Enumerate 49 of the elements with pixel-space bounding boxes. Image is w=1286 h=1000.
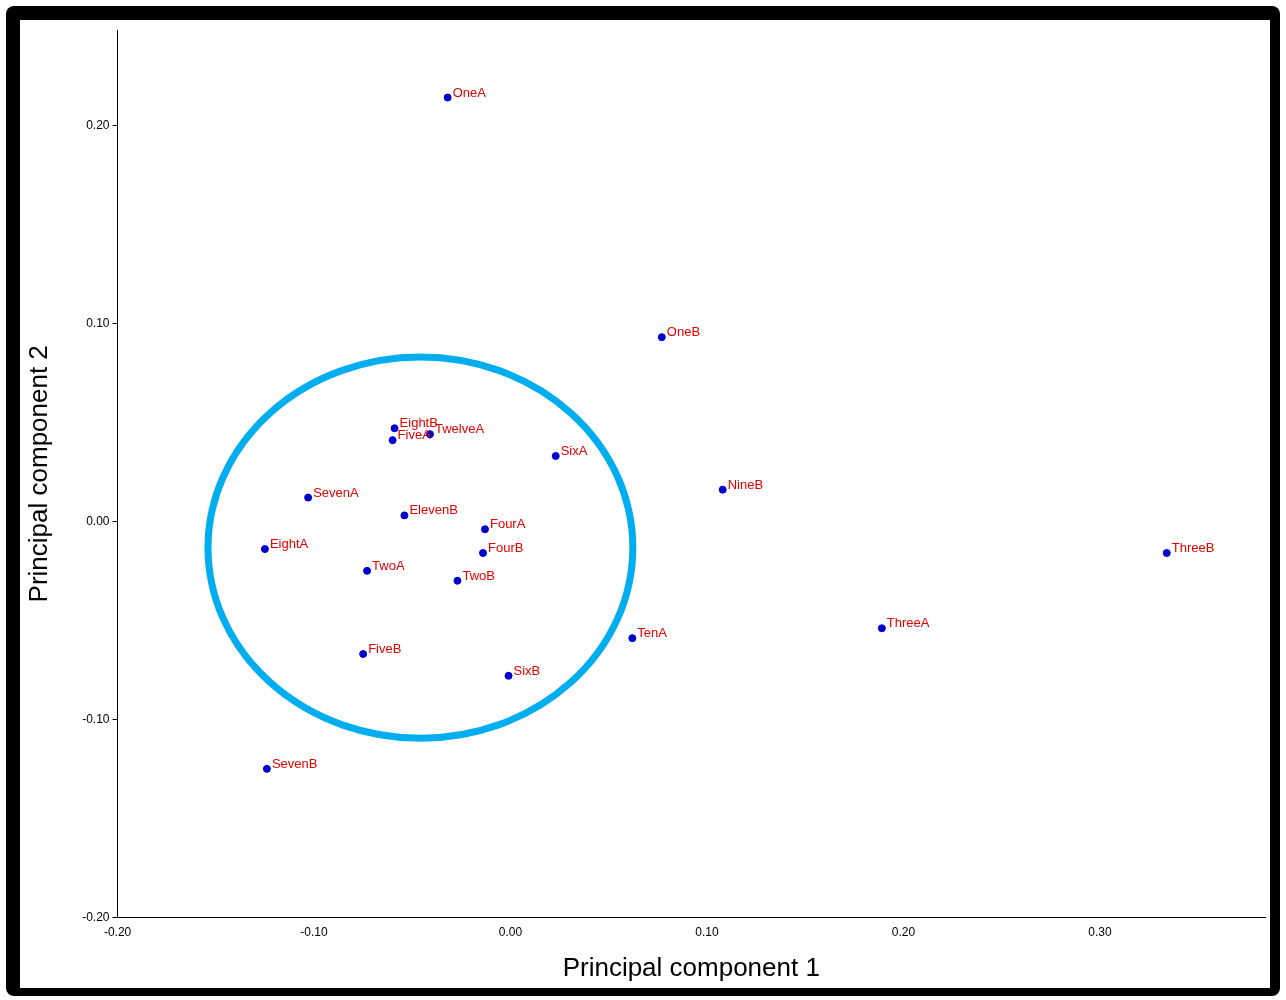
y-tick-label: 0.00 — [86, 513, 110, 528]
point — [443, 93, 452, 102]
x-tick-label: 0.00 — [498, 924, 523, 939]
x-tick-label: -0.10 — [300, 924, 329, 939]
annotation: FiveB — [368, 641, 402, 657]
point — [504, 671, 513, 680]
annotation: SevenB — [271, 755, 318, 771]
annotation: OneA — [452, 84, 487, 100]
annotation: EightA — [269, 536, 309, 552]
x-tick-label: 0.30 — [1088, 924, 1112, 939]
y-tick-label: -0.10 — [82, 711, 110, 726]
y-tick-label: -0.20 — [82, 909, 110, 924]
x-axis-title: Principal component 1 — [562, 951, 820, 982]
annotation: OneB — [666, 324, 701, 340]
annotation: FourA — [489, 516, 526, 532]
annotation: NineB — [727, 476, 764, 492]
point — [262, 764, 271, 773]
point — [479, 549, 488, 558]
y-tick-label: 0.10 — [86, 315, 110, 330]
annotation: FourB — [488, 540, 524, 556]
annotation: TenA — [637, 625, 668, 641]
point — [551, 451, 560, 460]
point — [877, 624, 886, 633]
point — [363, 566, 372, 575]
annotation: TwoB — [462, 567, 495, 583]
y-tick-label: 0.20 — [86, 117, 110, 132]
annotation: ElevenB — [409, 502, 458, 518]
point — [718, 485, 727, 494]
x-tick-label: 0.10 — [695, 924, 719, 939]
annotation: SixB — [513, 662, 541, 678]
point — [260, 545, 269, 554]
point — [1162, 549, 1171, 558]
x-tick-label: 0.20 — [891, 924, 916, 939]
point — [480, 525, 489, 534]
point — [390, 424, 399, 433]
annotation: ThreeA — [886, 615, 930, 631]
annotation: ThreeB — [1171, 540, 1215, 556]
annotation: TwoA — [372, 557, 405, 573]
point — [628, 634, 637, 643]
annotation: SixA — [560, 442, 588, 458]
point — [400, 511, 409, 520]
point — [359, 650, 368, 659]
y-axis-title: Principal component 2 — [22, 345, 53, 603]
point — [304, 493, 313, 502]
annotation: SevenA — [313, 484, 359, 500]
point — [657, 333, 666, 342]
x-tick-label: -0.20 — [103, 924, 132, 939]
point — [388, 436, 397, 445]
point — [453, 576, 462, 585]
